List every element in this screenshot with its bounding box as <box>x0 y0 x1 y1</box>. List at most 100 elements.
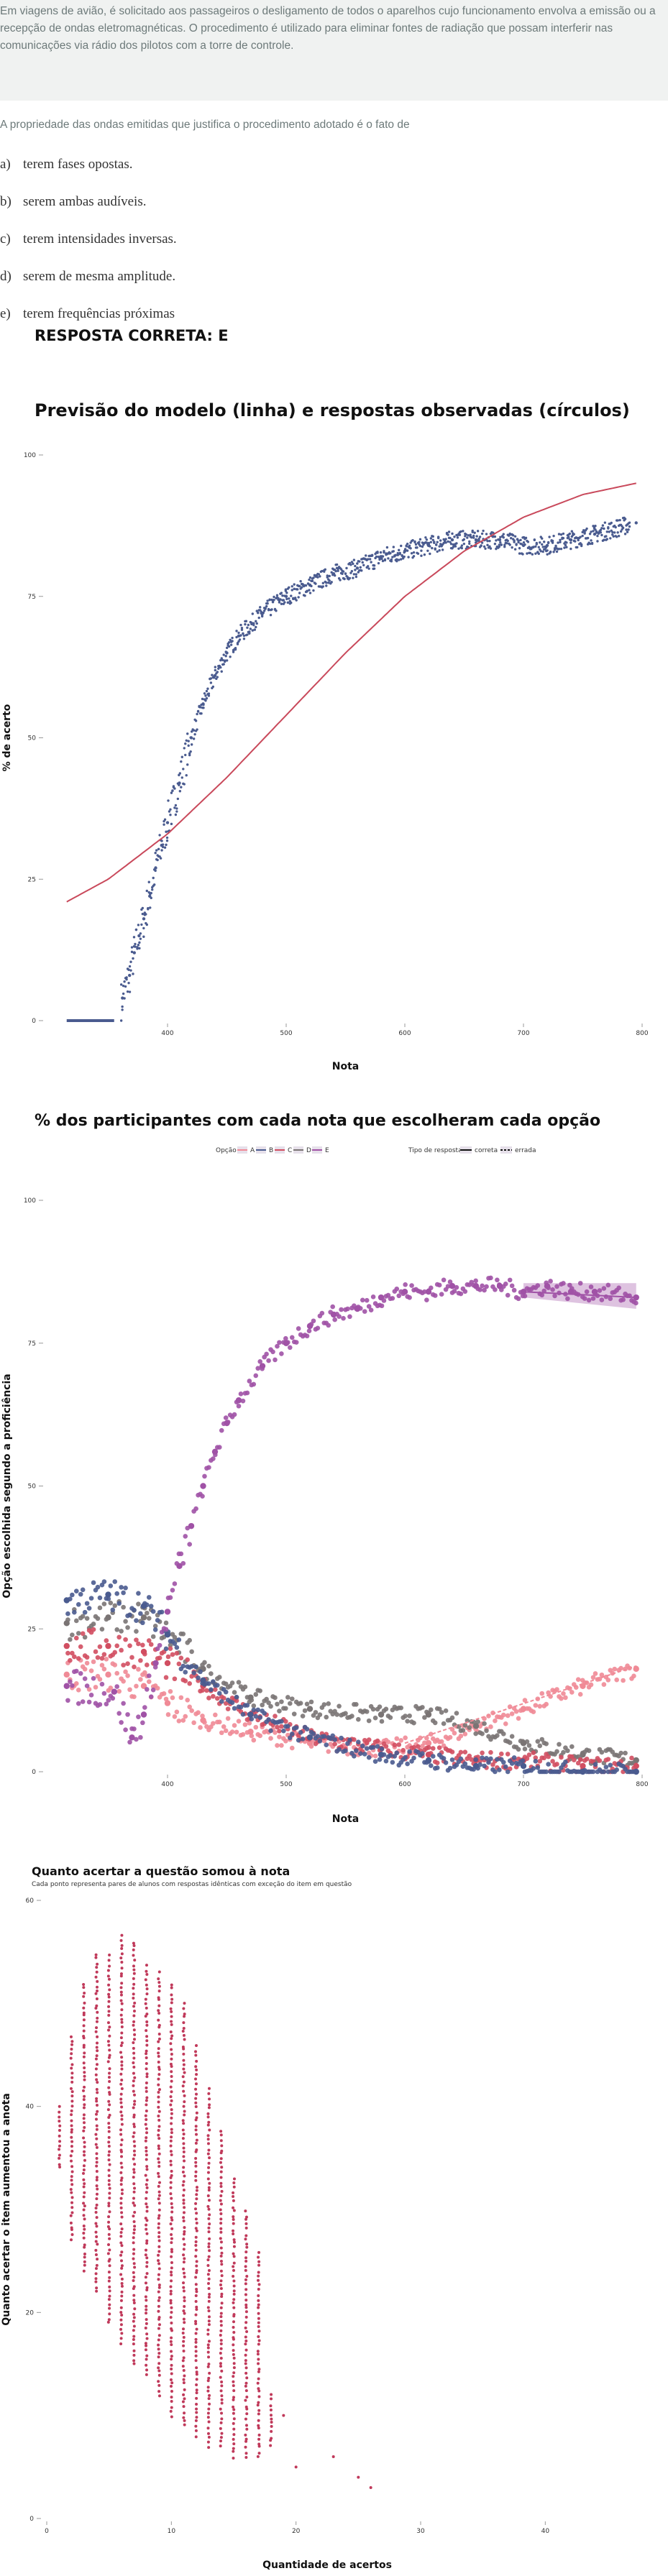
option-C-point <box>142 1652 147 1657</box>
gain-point <box>244 2306 248 2309</box>
gain-point <box>183 2296 186 2299</box>
gain-point <box>83 2071 86 2074</box>
observed-point <box>246 626 249 629</box>
option-B-point <box>68 1596 73 1601</box>
option-D-point <box>123 1619 128 1624</box>
gain-point <box>83 2126 86 2130</box>
gain-point <box>195 2044 198 2048</box>
gain-point <box>194 2157 198 2161</box>
option-D-point <box>291 1711 297 1716</box>
gain-point <box>157 2032 161 2036</box>
observed-point <box>247 623 250 627</box>
observed-point <box>145 889 148 893</box>
gain-point <box>219 2389 223 2393</box>
observed-point <box>433 540 436 543</box>
gain-point <box>132 1987 135 1990</box>
option-E-point <box>364 1297 370 1303</box>
observed-point <box>418 538 422 541</box>
option-e[interactable]: e) terem frequências próximas <box>0 306 175 322</box>
gain-point <box>107 1977 111 1981</box>
observed-point <box>367 567 370 570</box>
gain-point <box>107 2204 111 2207</box>
observed-point <box>459 530 462 533</box>
gain-point <box>244 2288 248 2291</box>
option-B-point <box>196 1675 201 1680</box>
gain-point <box>220 2394 224 2398</box>
gain-point <box>107 2220 111 2224</box>
observed-point <box>161 845 165 849</box>
y-tick-label: 25 <box>28 1626 36 1633</box>
option-C-point <box>605 1757 611 1762</box>
option-E-point <box>445 1284 451 1289</box>
gain-point <box>144 2217 147 2220</box>
gain-point <box>219 2315 223 2319</box>
option-E-point <box>285 1340 290 1345</box>
option-B-point <box>91 1580 96 1586</box>
option-E-point <box>270 1349 275 1355</box>
observed-point <box>352 562 354 566</box>
option-C-point <box>136 1641 141 1647</box>
observed-point <box>234 648 237 651</box>
option-B-point <box>511 1755 517 1760</box>
observed-point <box>528 546 531 548</box>
option-C-point <box>383 1744 389 1749</box>
y-tick-label: 25 <box>28 876 36 883</box>
gain-point <box>232 2331 236 2334</box>
gain-point <box>108 2303 111 2306</box>
gain-point <box>107 2000 111 2003</box>
observed-point <box>541 543 544 546</box>
gain-point <box>96 2187 99 2191</box>
gain-point <box>132 2329 135 2332</box>
option-A-trend-line <box>404 1665 637 1744</box>
option-E-point <box>360 1297 365 1303</box>
gain-point <box>182 2220 186 2223</box>
option-A-point <box>539 1690 545 1696</box>
gain-point <box>256 2455 260 2458</box>
observed-point <box>288 586 290 589</box>
gain-point <box>108 2034 111 2038</box>
gain-point <box>170 2266 173 2270</box>
observed-point <box>239 634 242 637</box>
gain-point <box>170 2174 173 2177</box>
gain-point <box>206 2432 210 2435</box>
gain-point <box>108 2258 111 2261</box>
observed-point <box>269 613 273 617</box>
gain-point <box>107 2135 111 2139</box>
gain-point <box>70 2175 73 2179</box>
gain-point <box>132 1941 135 1945</box>
gain-point <box>220 2432 224 2435</box>
observed-point <box>471 529 474 533</box>
option-A-point <box>244 1730 250 1735</box>
observed-point <box>169 813 172 816</box>
option-B-point <box>486 1760 491 1765</box>
gain-point <box>194 2319 198 2323</box>
observed-point <box>186 763 189 766</box>
option-D-point <box>484 1728 489 1734</box>
gain-point <box>245 2427 249 2431</box>
gain-point <box>144 2348 147 2352</box>
observed-point <box>240 626 244 630</box>
option-d[interactable]: d) serem de mesma amplitude. <box>0 269 175 285</box>
observed-point <box>381 559 385 563</box>
gain-point <box>132 2056 136 2060</box>
gain-point <box>170 1986 173 1990</box>
option-c[interactable]: c) terem intensidades inversas. <box>0 231 177 247</box>
gain-point <box>145 2146 148 2150</box>
observed-point <box>202 707 205 709</box>
gain-point <box>181 2075 185 2079</box>
option-E-point <box>200 1483 206 1489</box>
option-a[interactable]: a) terem fases opostas. <box>0 157 132 172</box>
gain-point <box>195 2305 198 2309</box>
gain-point <box>207 2226 211 2230</box>
gain-point <box>194 2125 198 2128</box>
gain-point <box>244 2433 247 2437</box>
gain-point <box>220 2411 224 2415</box>
gain-point <box>270 2393 273 2396</box>
observed-point <box>451 532 454 535</box>
gain-point <box>157 2128 160 2132</box>
option-b[interactable]: b) serem ambas audíveis. <box>0 194 146 210</box>
option-D-point <box>73 1618 79 1624</box>
observed-point <box>325 584 328 587</box>
gain-point <box>95 1966 99 1969</box>
gain-point <box>170 2135 173 2139</box>
